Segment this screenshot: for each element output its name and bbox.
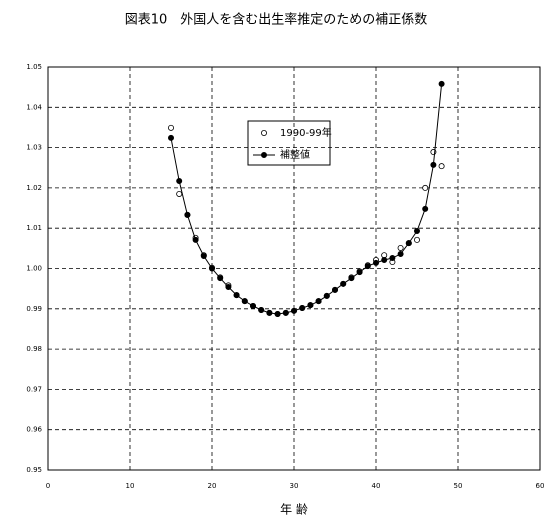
legend-marker xyxy=(260,129,267,136)
y-tick-label: 0.99 xyxy=(26,305,42,313)
legend-label: 補整値 xyxy=(280,148,310,161)
x-tick-label: 50 xyxy=(454,482,463,490)
y-tick-label: 1.00 xyxy=(26,265,42,273)
x-tick-label: 30 xyxy=(290,482,299,490)
filled-marker xyxy=(167,134,174,141)
open-marker xyxy=(438,163,445,170)
filled-marker xyxy=(397,250,404,257)
filled-marker xyxy=(323,292,330,299)
y-tick-label: 0.97 xyxy=(26,385,42,393)
filled-marker xyxy=(381,257,388,264)
filled-marker xyxy=(299,304,306,311)
filled-marker xyxy=(405,240,412,247)
filled-marker xyxy=(241,298,248,305)
y-tick-label: 1.05 xyxy=(26,63,42,71)
x-tick-label: 60 xyxy=(536,482,545,490)
y-tick-label: 1.04 xyxy=(26,103,42,111)
legend-marker xyxy=(260,151,267,158)
filled-marker xyxy=(331,286,338,293)
filled-marker xyxy=(315,298,322,305)
filled-marker xyxy=(266,309,273,316)
filled-marker xyxy=(438,80,445,87)
legend-label: 1990-99年 xyxy=(280,126,332,139)
y-tick-label: 1.02 xyxy=(26,184,42,192)
filled-marker xyxy=(274,311,281,318)
x-tick-label: 20 xyxy=(208,482,217,490)
y-tick-label: 0.95 xyxy=(26,466,42,474)
filled-marker xyxy=(413,228,420,235)
filled-marker xyxy=(176,178,183,185)
filled-marker xyxy=(192,236,199,243)
filled-marker xyxy=(233,292,240,299)
open-marker xyxy=(381,252,388,259)
y-tick-label: 0.98 xyxy=(26,345,42,353)
open-marker xyxy=(176,190,183,197)
filled-marker xyxy=(249,302,256,309)
filled-marker xyxy=(282,309,289,316)
open-marker xyxy=(422,184,429,191)
y-tick-label: 1.01 xyxy=(26,224,42,232)
x-tick-label: 0 xyxy=(46,482,50,490)
filled-marker xyxy=(200,253,207,260)
open-marker xyxy=(397,244,404,251)
filled-marker xyxy=(184,211,191,218)
filled-marker xyxy=(422,205,429,212)
filled-marker xyxy=(389,255,396,262)
filled-marker xyxy=(430,161,437,168)
x-tick-label: 40 xyxy=(372,482,381,490)
filled-marker xyxy=(356,269,363,276)
filled-marker xyxy=(217,275,224,282)
filled-marker xyxy=(372,259,379,266)
filled-marker xyxy=(258,307,265,314)
filled-marker xyxy=(208,265,215,272)
filled-marker xyxy=(290,307,297,314)
filled-marker xyxy=(307,302,314,309)
x-axis-label: 年 齢 xyxy=(280,502,308,517)
filled-marker xyxy=(340,280,347,287)
filled-marker xyxy=(348,275,355,282)
filled-marker xyxy=(225,284,232,291)
plot-area xyxy=(167,80,445,318)
filled-marker xyxy=(364,263,371,270)
series-line xyxy=(170,83,443,315)
open-marker xyxy=(413,236,420,243)
y-tick-label: 1.03 xyxy=(26,144,42,152)
x-tick-label: 10 xyxy=(126,482,135,490)
chart-title: 図表10 外国人を含む出生率推定のための補正係数 xyxy=(125,12,428,28)
y-tick-label: 0.96 xyxy=(26,426,42,434)
legend-box xyxy=(247,120,331,166)
open-marker xyxy=(167,124,174,131)
